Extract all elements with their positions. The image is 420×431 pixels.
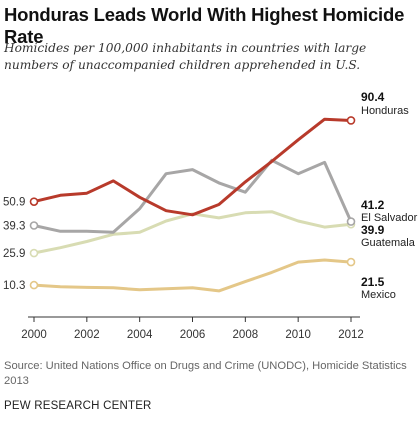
end-point-el-salvador: [346, 217, 356, 226]
x-ticks: 2000 2002 2004 2006 2008 2010 2012: [21, 317, 364, 341]
series-name-guatemala: Guatemala: [361, 237, 416, 249]
organization-name: PEW RESEARCH CENTER: [4, 400, 152, 412]
y-tick-label: 39.3: [3, 220, 25, 232]
x-tick-label: 2012: [338, 329, 364, 341]
series-line-honduras: [32, 117, 353, 217]
y-tick-label: 25.9: [3, 248, 25, 260]
start-point-mexico: [29, 280, 39, 290]
series-name-el-salvador: El Salvador: [361, 212, 418, 224]
end-point-mexico: [346, 257, 356, 267]
series-name-mexico: Mexico: [361, 289, 396, 301]
y-ticks: 50.9 39.3 25.9 10.3: [3, 197, 25, 292]
x-tick-label: 2002: [74, 329, 100, 341]
start-point-guatemala: [29, 248, 39, 258]
series-line-el-salvador: [32, 158, 353, 234]
start-point-el-salvador: [29, 221, 39, 230]
x-tick-label: 2006: [180, 329, 206, 341]
start-point-honduras: [29, 197, 39, 206]
end-value-honduras: 90.4: [361, 90, 385, 104]
end-point-honduras: [346, 116, 356, 125]
x-tick-label: 2010: [285, 329, 311, 341]
x-tick-label: 2008: [233, 329, 259, 341]
end-value-mexico: 21.5: [361, 275, 385, 289]
source-note: Source: United Nations Office on Drugs a…: [4, 360, 407, 387]
chart-title: Honduras Leads World With Highest Homici…: [4, 4, 405, 47]
y-tick-label: 10.3: [3, 280, 25, 292]
end-value-guatemala: 39.9: [361, 223, 385, 237]
series-line-mexico: [32, 258, 353, 293]
x-tick-label: 2004: [127, 329, 153, 341]
end-value-el-salvador: 41.2: [361, 198, 385, 212]
y-tick-label: 50.9: [3, 197, 25, 209]
series-group: [29, 116, 356, 293]
chart-subtitle: Homicides per 100,000 inhabitants in cou…: [4, 41, 367, 72]
x-tick-label: 2000: [21, 329, 47, 341]
series-name-honduras: Honduras: [361, 105, 409, 117]
